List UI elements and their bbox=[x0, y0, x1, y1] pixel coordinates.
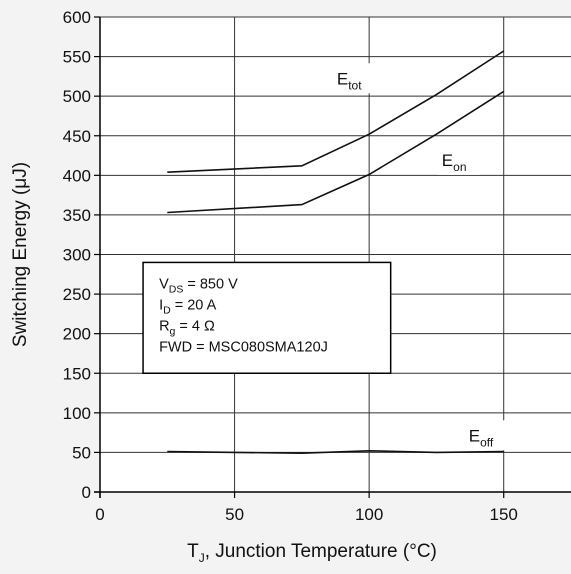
series-line-e-on bbox=[167, 90, 505, 214]
y-tick-label: 350 bbox=[63, 206, 91, 225]
conditions-box-frame bbox=[142, 261, 392, 374]
y-tick-label: 550 bbox=[63, 48, 91, 67]
series-labels: Etot Eon Eoff bbox=[332, 63, 507, 451]
y-tick-label: 50 bbox=[72, 443, 91, 462]
y-axis-title: Switching Energy (μJ) bbox=[10, 162, 31, 347]
y-tick-label: 150 bbox=[63, 364, 91, 383]
series-label-e-on: Eon bbox=[442, 151, 467, 174]
series-line-e-tot bbox=[167, 50, 505, 173]
condition-line: ID = 20 A bbox=[159, 297, 217, 316]
x-tick-label: 150 bbox=[490, 505, 518, 524]
conditions-box: VDS = 850 V ID = 20 A Rg = 4 Ω FWD = MSC080… bbox=[142, 261, 392, 374]
y-tick-label: 200 bbox=[63, 325, 91, 344]
x-tick-label: 100 bbox=[355, 505, 383, 524]
series-lines bbox=[167, 50, 505, 455]
y-tick-label: 500 bbox=[63, 87, 91, 106]
axis-labels: TJ, Junction Temperature (°C) Switching E… bbox=[10, 162, 437, 565]
x-tick-label: 50 bbox=[225, 505, 244, 524]
y-tick-label: 300 bbox=[63, 246, 91, 265]
series-label-bg bbox=[464, 420, 507, 451]
y-tick-label: 400 bbox=[63, 166, 91, 185]
series-label-e-tot: Etot bbox=[337, 69, 362, 92]
series-label-bg bbox=[332, 63, 375, 94]
series-label-e-off: Eoff bbox=[469, 426, 494, 449]
condition-line: Rg = 4 Ω bbox=[159, 318, 215, 337]
condition-line: FWD = MSC080SMA120J bbox=[159, 339, 328, 355]
x-axis-title: TJ, Junction Temperature (°C) bbox=[187, 541, 437, 565]
series-label-bg bbox=[437, 144, 480, 175]
y-tick-label: 450 bbox=[63, 127, 91, 146]
series-line-e-off bbox=[167, 449, 504, 455]
y-tick-label: 600 bbox=[63, 8, 91, 27]
condition-line: VDS = 850 V bbox=[159, 276, 238, 295]
tick-labels: 0 50 100 150 200 250 300 350 400 450 500 550 600 0 50 1… bbox=[63, 8, 518, 524]
x-tick-label: 0 bbox=[95, 505, 104, 524]
y-tick-label: 0 bbox=[82, 483, 91, 502]
y-tick-label: 250 bbox=[63, 285, 91, 304]
y-tick-label: 100 bbox=[63, 404, 91, 423]
